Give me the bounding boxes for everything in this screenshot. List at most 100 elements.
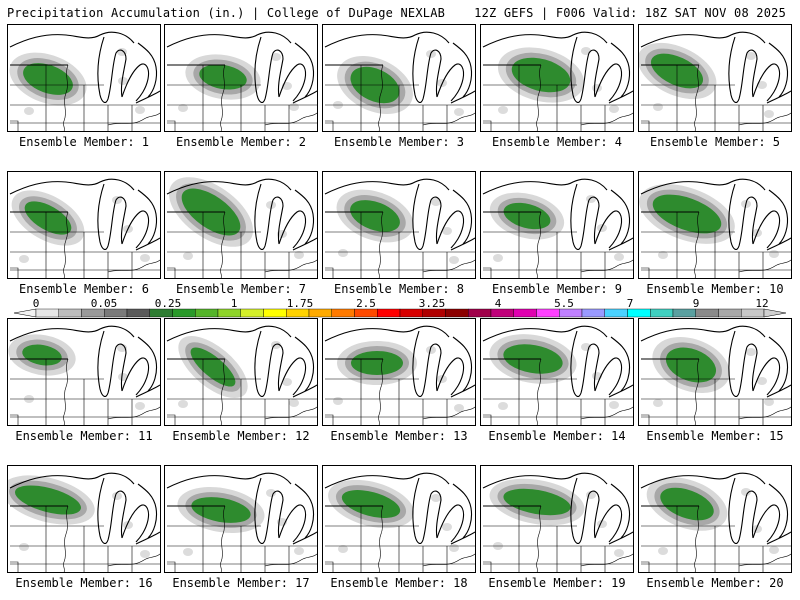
- state-boundary: [641, 561, 650, 572]
- coastline: [294, 336, 315, 392]
- precip-speck: [426, 346, 436, 354]
- precip-speck: [609, 105, 619, 113]
- state-boundary: [107, 259, 160, 273]
- precip-speck: [597, 224, 607, 232]
- precip-map: [324, 325, 475, 425]
- state-boundary: [63, 64, 69, 131]
- coastline: [254, 477, 284, 545]
- precip-speck: [764, 110, 774, 118]
- colorbar-swatch: [240, 308, 264, 318]
- colorbar-tick-label: 3.25: [418, 297, 446, 310]
- state-boundary: [107, 553, 160, 567]
- colorbar-swatch: [58, 308, 82, 318]
- coastline: [482, 31, 608, 48]
- precip-map: [8, 325, 160, 425]
- state-boundary: [738, 112, 791, 126]
- coastline: [640, 178, 766, 195]
- precip-speck: [757, 81, 767, 89]
- coastline: [166, 31, 292, 48]
- precip-speck: [112, 196, 122, 204]
- coastline: [97, 36, 127, 104]
- coastline: [324, 472, 450, 489]
- ensemble-member-map: [164, 465, 318, 573]
- precip-moderate-area: [511, 57, 571, 93]
- ensemble-member-map: [480, 318, 634, 426]
- coastline: [752, 210, 781, 249]
- colorbar-max-arrow: [763, 308, 787, 318]
- precip-speck: [140, 254, 150, 262]
- state-boundary: [10, 561, 19, 572]
- coastline: [450, 90, 475, 104]
- coastline: [482, 325, 608, 342]
- precip-moderate-area: [351, 351, 403, 375]
- coastline: [728, 183, 758, 251]
- precip-map: [482, 178, 633, 278]
- state-boundary: [422, 406, 475, 420]
- state-boundary: [580, 259, 633, 273]
- precip-speck: [135, 106, 145, 114]
- coastline: [594, 357, 623, 396]
- coastline: [436, 504, 465, 543]
- precip-moderate-area: [191, 497, 251, 523]
- ensemble-member-map: [7, 465, 161, 573]
- coastline: [135, 531, 160, 545]
- ensemble-member-label: Ensemble Member: 2: [175, 135, 307, 149]
- coastline: [97, 330, 127, 398]
- coastline: [294, 189, 315, 245]
- precip-speck: [752, 525, 762, 533]
- ensemble-member-label: Ensemble Member: 9: [491, 282, 623, 296]
- ensemble-member-map: [164, 171, 318, 279]
- precip-moderate-area: [660, 487, 714, 521]
- state-boundary: [422, 112, 475, 126]
- precip-speck: [746, 52, 756, 60]
- precip-speck: [19, 543, 29, 551]
- precip-speck: [289, 103, 299, 111]
- coastline: [452, 336, 473, 392]
- precip-map: [639, 178, 791, 278]
- ensemble-member-label: Ensemble Member: 1: [18, 135, 150, 149]
- precip-speck: [449, 544, 459, 552]
- ensemble-member-label: Ensemble Member: 10: [646, 282, 784, 296]
- state-boundary: [536, 64, 542, 131]
- coastline: [412, 36, 442, 104]
- colorbar-min-arrow: [13, 308, 37, 318]
- coastline: [294, 42, 315, 98]
- colorbar-swatch: [536, 308, 560, 318]
- precip-speck: [764, 398, 774, 406]
- ensemble-member-map: [164, 24, 318, 132]
- coastline: [121, 210, 150, 249]
- state-boundary: [694, 211, 700, 278]
- ensemble-member-label: Ensemble Member: 6: [18, 282, 150, 296]
- coastline: [610, 483, 631, 539]
- coastline: [610, 189, 631, 245]
- state-boundary: [378, 358, 384, 425]
- precip-map: [8, 472, 160, 572]
- coastline: [166, 178, 292, 195]
- colorbar-swatch: [468, 308, 492, 318]
- state-boundary: [483, 120, 492, 131]
- coastline: [608, 90, 633, 104]
- state-boundary: [536, 505, 542, 572]
- coastline: [278, 63, 307, 102]
- ensemble-member-map: [480, 24, 634, 132]
- state-boundary: [107, 112, 160, 126]
- ensemble-member-map: [480, 171, 634, 279]
- precip-moderate-area: [503, 202, 551, 230]
- coastline: [452, 42, 473, 98]
- precip-speck: [24, 107, 34, 115]
- ensemble-member-map: [164, 318, 318, 426]
- precip-speck: [449, 256, 459, 264]
- state-boundary: [10, 414, 19, 425]
- map-title: Precipitation Accumulation (in.) | Colle…: [7, 6, 446, 20]
- precip-colorbar: [13, 308, 787, 318]
- coastline: [292, 384, 317, 398]
- coastline: [608, 384, 633, 398]
- state-boundary: [220, 64, 226, 131]
- ensemble-member-map: [7, 318, 161, 426]
- precip-speck: [769, 546, 779, 554]
- ensemble-member-label: Ensemble Member: 14: [488, 429, 626, 443]
- ensemble-member-label: Ensemble Member: 18: [330, 576, 468, 590]
- coastline: [610, 42, 631, 98]
- ensemble-member-map: [638, 465, 792, 573]
- coastline: [294, 483, 315, 539]
